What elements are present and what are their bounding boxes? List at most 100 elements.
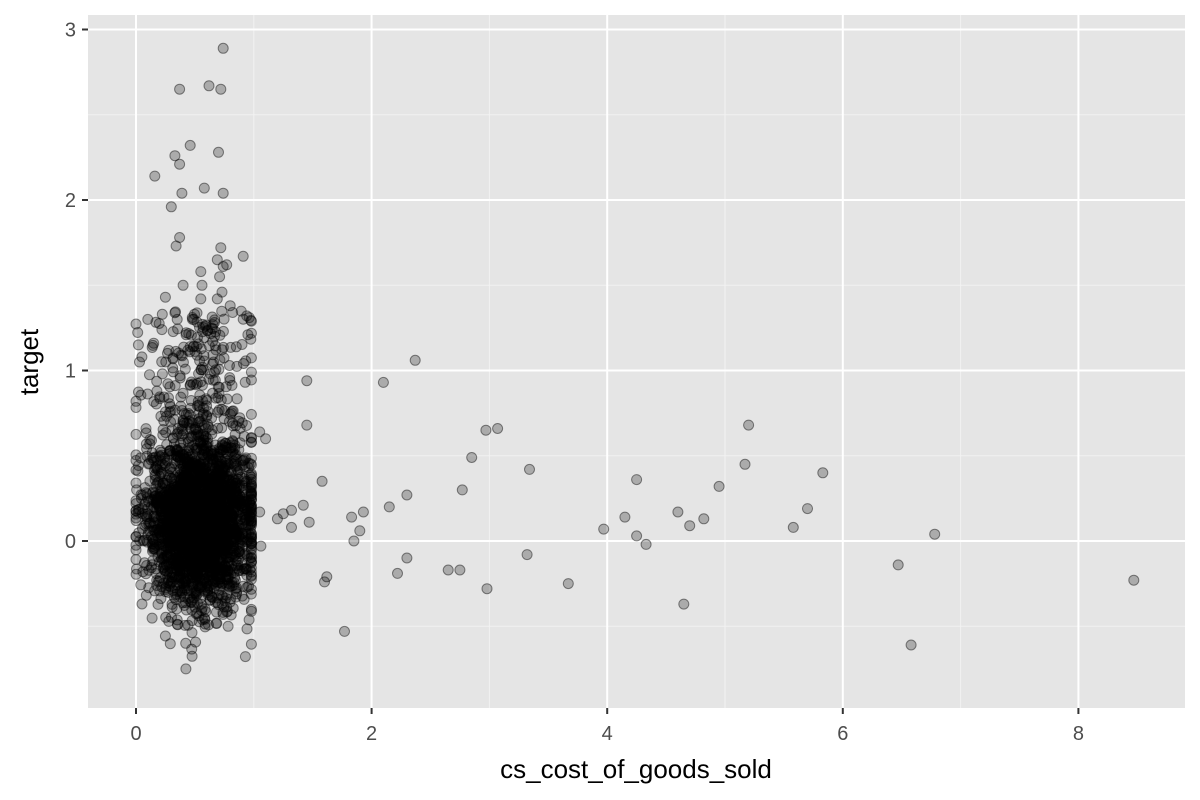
data-point (184, 558, 196, 570)
data-point (179, 480, 191, 492)
data-point (226, 542, 238, 554)
data-point (188, 481, 200, 493)
data-point (187, 465, 198, 477)
data-point (130, 402, 142, 413)
data-point (195, 544, 207, 556)
data-point (743, 419, 755, 431)
data-point (171, 444, 183, 456)
data-point (196, 490, 208, 501)
data-point (200, 476, 212, 488)
data-point (227, 495, 239, 507)
data-point (176, 491, 188, 503)
data-point (698, 513, 710, 525)
data-point (188, 456, 200, 468)
data-point (180, 663, 192, 675)
data-point (225, 475, 236, 486)
data-point (196, 490, 208, 502)
data-point (170, 532, 182, 544)
data-point (195, 293, 207, 305)
data-point (211, 573, 223, 585)
data-point (216, 551, 228, 563)
data-point (193, 517, 205, 529)
data-point (181, 528, 193, 540)
data-point (202, 483, 214, 495)
data-point (149, 170, 161, 182)
data-point (202, 517, 214, 529)
data-point (346, 511, 358, 523)
data-point (197, 528, 209, 540)
data-point (190, 636, 202, 648)
data-point (206, 521, 217, 533)
data-point (178, 492, 190, 504)
data-point (155, 506, 167, 518)
data-point (137, 535, 149, 547)
data-point (175, 591, 186, 603)
data-point (186, 650, 198, 662)
data-point (221, 514, 233, 526)
data-point (155, 552, 167, 564)
data-point (204, 565, 216, 577)
data-point (183, 520, 195, 532)
data-point (204, 502, 216, 513)
data-point (209, 497, 221, 509)
data-point (201, 556, 213, 568)
data-point (180, 565, 192, 577)
data-point (186, 539, 198, 550)
data-point (255, 540, 267, 552)
data-point (193, 502, 205, 514)
data-point (163, 505, 175, 517)
data-point (225, 507, 237, 519)
data-point (232, 559, 244, 571)
data-point (158, 542, 170, 554)
data-point (165, 520, 177, 532)
data-point (207, 510, 219, 522)
data-point (227, 436, 239, 448)
data-point (197, 513, 209, 525)
data-point (211, 518, 223, 530)
data-point (187, 546, 199, 558)
data-point (196, 605, 208, 617)
data-point (155, 593, 167, 605)
data-point (201, 567, 212, 578)
data-point (236, 503, 248, 515)
data-point (220, 497, 232, 509)
data-point (220, 446, 232, 458)
data-point (205, 530, 217, 542)
data-point (157, 424, 169, 435)
data-point (234, 513, 246, 525)
data-point (169, 548, 181, 560)
data-point (142, 313, 154, 325)
data-point (237, 580, 249, 592)
data-point (197, 565, 209, 577)
data-point (214, 502, 226, 514)
data-point (225, 457, 237, 469)
data-point (202, 547, 214, 559)
data-point (220, 592, 232, 604)
data-point (146, 530, 157, 542)
data-point (244, 510, 256, 522)
data-point (189, 487, 201, 499)
data-point (168, 484, 180, 496)
data-point (217, 526, 228, 538)
data-point (206, 520, 218, 532)
data-point (200, 475, 212, 487)
data-point (206, 545, 218, 557)
data-point (216, 344, 228, 356)
data-point (130, 505, 142, 517)
data-point (245, 583, 257, 595)
data-point (187, 501, 199, 513)
data-point (198, 550, 210, 562)
data-point (201, 514, 213, 525)
data-point (190, 536, 202, 548)
data-point (189, 514, 201, 526)
data-point (190, 451, 202, 463)
data-point (203, 551, 214, 562)
data-point (225, 485, 237, 497)
data-point (817, 467, 829, 479)
data-point (161, 490, 173, 502)
data-point (200, 492, 212, 504)
data-point (182, 510, 194, 522)
data-point (162, 524, 174, 536)
data-point (222, 529, 234, 541)
data-point (216, 508, 228, 520)
